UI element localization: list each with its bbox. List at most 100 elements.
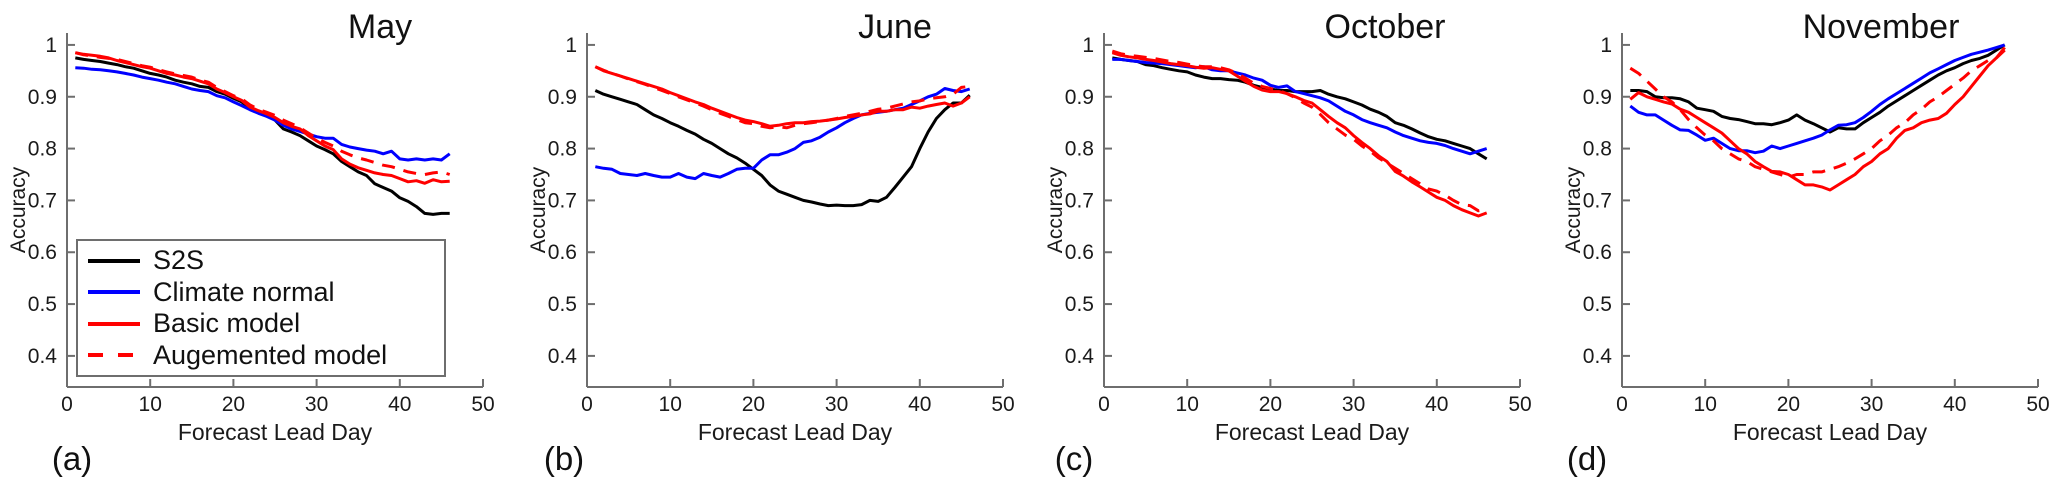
panel-letter-c: (c) bbox=[1054, 440, 1094, 477]
x-axis-label: Forecast Lead Day bbox=[698, 419, 893, 445]
y-axis-label: Accuracy bbox=[1044, 166, 1067, 253]
legend-item-basic-model: Basic model bbox=[88, 310, 444, 337]
series-line-climate-normal bbox=[1112, 57, 1488, 156]
series-line-augemented-model bbox=[1629, 49, 2006, 179]
panel-plot-june: 0 10 20 30 40 50 1 0.9 0.8 0.7 0.6 0.5 0.4 Accuracy Fo… bbox=[527, 33, 1015, 445]
series-line-basic-model bbox=[594, 65, 971, 128]
y-tick-label: 0.4 bbox=[28, 345, 58, 368]
panel-letter-a: (a) bbox=[51, 440, 93, 477]
y-tick-label: 0.6 bbox=[548, 241, 577, 264]
y-tick-label: 0.8 bbox=[1065, 138, 1094, 161]
x-axis-label: Forecast Lead Day bbox=[1733, 419, 1928, 445]
x-tick-label: 20 bbox=[222, 393, 245, 416]
x-tick-label: 20 bbox=[1259, 393, 1282, 416]
series-line-s2s bbox=[75, 56, 450, 216]
y-tick-label: 0.4 bbox=[548, 345, 578, 368]
y-axis-label: Accuracy bbox=[527, 166, 550, 253]
x-tick-label: 40 bbox=[908, 393, 931, 416]
y-tick-label: 0.9 bbox=[1065, 86, 1094, 109]
y-tick-label: 1 bbox=[1600, 34, 1612, 57]
x-tick-label: 0 bbox=[581, 393, 593, 416]
y-tick-label: 0.9 bbox=[548, 86, 577, 109]
x-tick-label: 20 bbox=[1777, 393, 1800, 416]
series-line-augemented-model bbox=[74, 51, 451, 176]
y-axis-label: Accuracy bbox=[7, 166, 30, 253]
s2s-line-sample bbox=[88, 258, 140, 263]
y-tick-label: 0.7 bbox=[548, 189, 577, 212]
legend-item-s2s: S2S bbox=[88, 247, 444, 274]
y-tick-label: 0.7 bbox=[28, 189, 57, 212]
panel-title-november: November bbox=[1802, 8, 1960, 46]
series-line-climate-normal bbox=[75, 66, 451, 162]
x-tick-label: 10 bbox=[1694, 393, 1717, 416]
x-tick-label: 0 bbox=[1616, 393, 1628, 416]
x-tick-label: 50 bbox=[1508, 393, 1531, 416]
panel-plot-may: 0 10 20 30 40 50 1 0.9 0.8 0.7 0.6 0.5 0.4 Accuracy Fo… bbox=[7, 33, 495, 445]
y-tick-label: 1 bbox=[1082, 34, 1094, 57]
x-tick-label: 30 bbox=[305, 393, 328, 416]
legend-label-augemented-model: Augemented model bbox=[153, 339, 388, 370]
panel-letter-b: (b) bbox=[543, 440, 585, 477]
series-line-augemented-model bbox=[594, 65, 970, 130]
x-tick-label: 10 bbox=[659, 393, 682, 416]
y-tick-label: 0.4 bbox=[1065, 345, 1095, 368]
y-tick-label: 0.7 bbox=[1065, 189, 1094, 212]
y-tick-label: 0.8 bbox=[28, 138, 57, 161]
series-line-basic-model bbox=[1629, 46, 2006, 192]
series-line-basic-model bbox=[1111, 51, 1488, 218]
legend-box: S2S Climate normal Basic model Augemente… bbox=[76, 239, 446, 377]
panel-title-june: June bbox=[858, 8, 932, 46]
x-tick-label: 30 bbox=[825, 393, 848, 416]
y-tick-label: 0.6 bbox=[1583, 241, 1612, 264]
y-tick-label: 0.5 bbox=[548, 293, 577, 316]
x-tick-label: 30 bbox=[1342, 393, 1365, 416]
y-tick-label: 0.9 bbox=[1583, 86, 1612, 109]
climate-normal-line-sample bbox=[88, 290, 140, 295]
legend-item-climate-normal: Climate normal bbox=[88, 276, 444, 307]
basic-model-line-sample bbox=[88, 321, 140, 326]
x-tick-label: 10 bbox=[1176, 393, 1199, 416]
x-tick-label: 30 bbox=[1860, 393, 1883, 416]
y-tick-label: 1 bbox=[45, 34, 57, 57]
x-tick-label: 40 bbox=[1943, 393, 1966, 416]
x-tick-label: 50 bbox=[471, 393, 494, 416]
x-axis-label: Forecast Lead Day bbox=[1215, 419, 1410, 445]
panel-plot-october: 0 10 20 30 40 50 1 0.9 0.8 0.7 0.6 0.5 0.4 Accuracy Fo… bbox=[1044, 33, 1532, 445]
series-line-climate-normal bbox=[1629, 43, 2006, 155]
legend-label-climate-normal: Climate normal bbox=[153, 276, 335, 307]
x-tick-label: 20 bbox=[742, 393, 765, 416]
series-line-climate-normal bbox=[595, 87, 971, 181]
x-tick-label: 50 bbox=[2026, 393, 2049, 416]
y-axis-label: Accuracy bbox=[1562, 166, 1585, 253]
series-line-augemented-model bbox=[1111, 49, 1487, 213]
y-tick-label: 0.4 bbox=[1583, 345, 1613, 368]
series-line-s2s bbox=[594, 89, 971, 208]
legend-label-s2s: S2S bbox=[153, 245, 205, 276]
y-tick-label: 0.5 bbox=[28, 293, 57, 316]
y-tick-label: 0.7 bbox=[1583, 189, 1612, 212]
y-tick-label: 0.9 bbox=[28, 86, 57, 109]
y-tick-label: 0.8 bbox=[1583, 138, 1612, 161]
panel-plot-november: 0 10 20 30 40 50 1 0.9 0.8 0.7 0.6 0.5 0.4 Accuracy Fo… bbox=[1562, 33, 2050, 445]
panel-title-october: October bbox=[1324, 8, 1446, 46]
y-tick-label: 0.6 bbox=[28, 241, 57, 264]
x-tick-label: 40 bbox=[1425, 393, 1448, 416]
x-tick-label: 0 bbox=[61, 393, 73, 416]
y-tick-label: 0.6 bbox=[1065, 241, 1094, 264]
panel-title-may: May bbox=[347, 8, 413, 46]
x-axis-label: Forecast Lead Day bbox=[178, 419, 373, 445]
x-tick-label: 50 bbox=[991, 393, 1014, 416]
y-tick-label: 0.5 bbox=[1065, 293, 1094, 316]
y-tick-label: 0.8 bbox=[548, 138, 577, 161]
y-tick-label: 0.5 bbox=[1583, 293, 1612, 316]
legend-item-augemented-model: Augemented model bbox=[88, 339, 444, 370]
legend-label-basic-model: Basic model bbox=[153, 308, 301, 339]
augemented-model-line-sample bbox=[88, 353, 140, 358]
panel-letter-d: (d) bbox=[1566, 440, 1608, 477]
x-tick-label: 10 bbox=[139, 393, 162, 416]
series-line-s2s bbox=[1630, 43, 2006, 134]
series-line-basic-model bbox=[75, 51, 450, 185]
x-tick-label: 40 bbox=[388, 393, 411, 416]
